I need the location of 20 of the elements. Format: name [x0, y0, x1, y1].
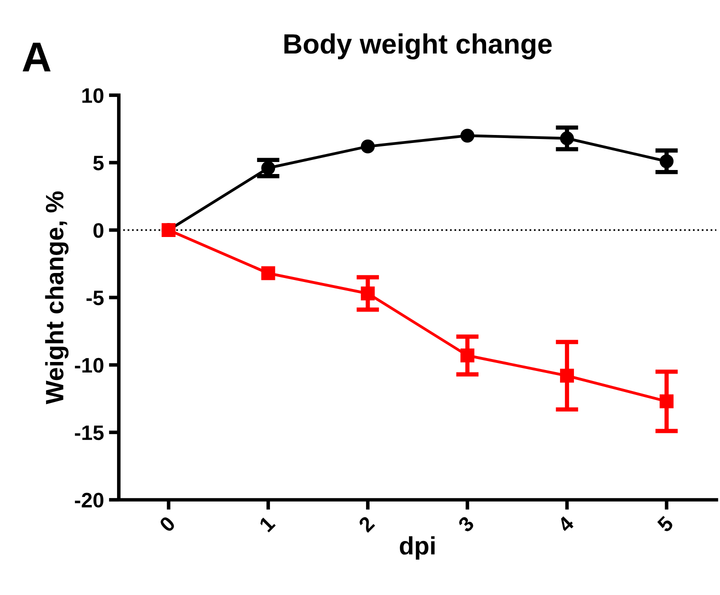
y-tick-label: -20	[74, 492, 104, 508]
text: A	[22, 42, 51, 72]
y-tick-label: 5	[93, 156, 104, 170]
y-tick-label: -10	[74, 358, 104, 373]
x-axis-title: dpi	[400, 536, 435, 560]
x-tick-label: 4	[556, 515, 575, 534]
y-tick-label: 0	[93, 223, 104, 238]
y-tick-label: 10	[82, 88, 104, 103]
chart-title: Body weight change	[284, 33, 552, 60]
point	[261, 266, 276, 280]
y-tick-label: -5	[86, 290, 104, 306]
x-tick-label: 1	[258, 515, 276, 532]
y-tick-label: -15	[74, 426, 104, 440]
x-tick-label: 2	[358, 515, 376, 533]
x-tick-label: 0	[158, 515, 176, 533]
point	[460, 128, 474, 143]
y-axis-title: Weight change, %	[45, 191, 69, 404]
point	[360, 140, 375, 154]
x-tick-label: 3	[457, 515, 475, 534]
x-tick-label: 5	[656, 515, 674, 533]
